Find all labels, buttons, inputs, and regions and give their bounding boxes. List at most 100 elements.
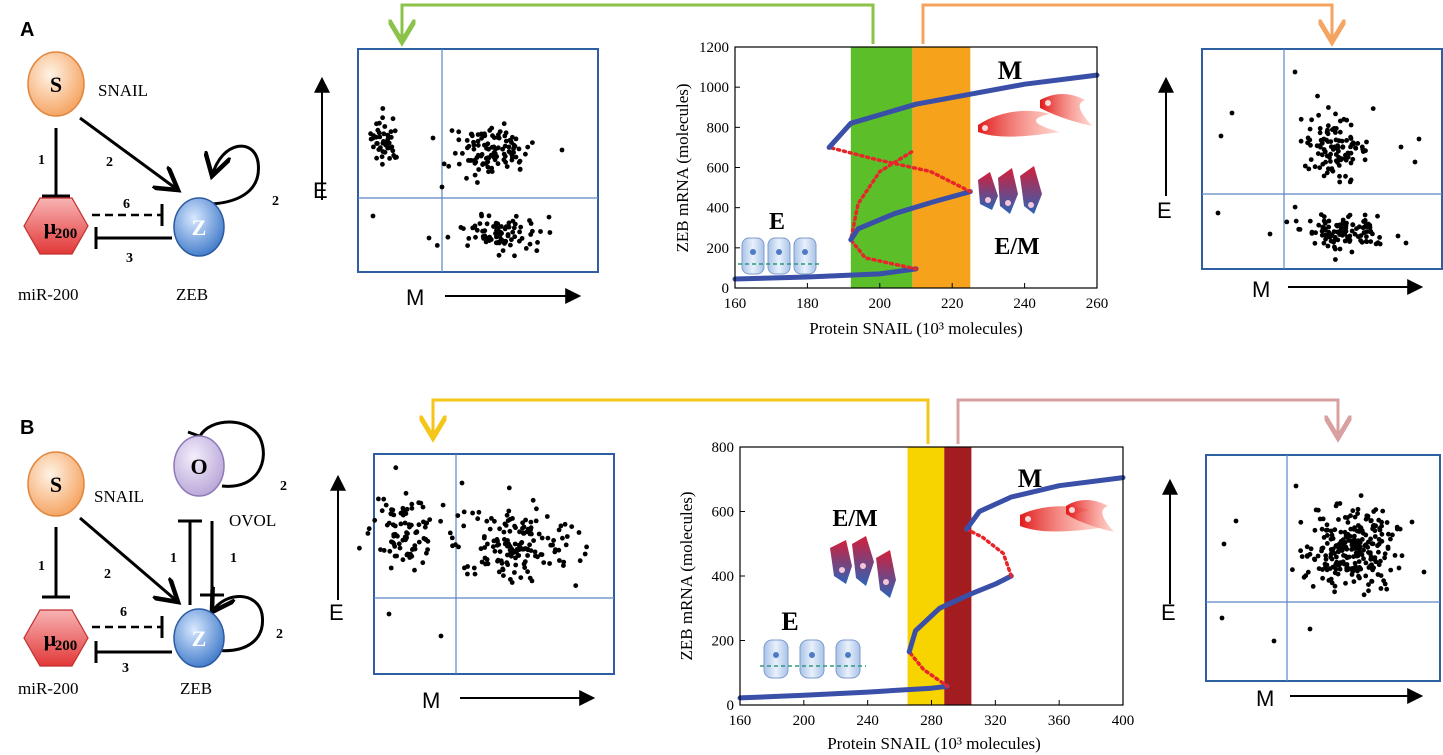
cell-dot [1324,541,1330,546]
cell-dot [1342,540,1347,546]
cell-dot [523,517,528,523]
scatter-frame [373,453,615,675]
x-tick-label: 200 [869,296,892,312]
cell-dot [1367,551,1373,557]
cell-dot [520,530,526,536]
cell-dot [500,146,505,152]
cell-dot [397,545,403,551]
cell-dot [1388,567,1394,573]
cell-dot [1355,141,1361,146]
series-unstable-1 [907,650,950,689]
cell-dot [441,161,447,167]
y-tick-label: 200 [707,241,730,257]
bifurcation-chart-b: 160 200 240 280 320 360 400 0 200 400 600 800 Prote… [677,440,1134,753]
cell-dot [1319,526,1325,532]
cell-dot [577,558,583,564]
cell-dot [529,578,535,584]
cell-dot [486,169,491,175]
cell-dot [1330,168,1336,174]
cell-dot [1363,573,1369,579]
cell-dot [1305,569,1311,575]
hybrid-cell-illustration [830,536,896,598]
cell-dot [1221,541,1227,547]
cell-dot [371,144,376,150]
cell-dot [1350,508,1356,514]
cell-dot [1271,638,1277,644]
cell-dot [392,531,398,537]
cell-dot [1382,555,1387,561]
cell-dot [495,145,501,151]
cell-dot [480,228,485,234]
cell-dot [505,518,511,523]
cell-dot [471,146,477,152]
y-tick-label: 400 [712,569,735,585]
cell-dot [385,145,391,151]
cell-dot [1416,136,1422,142]
cell-dot [1315,553,1321,559]
cell-dot [477,221,483,227]
cell-dot [410,546,416,552]
cell-dot [1290,567,1295,573]
cell-dot [1368,229,1374,234]
cell-dot [1344,546,1350,552]
cell-dot [523,151,528,157]
cell-dot [525,547,531,553]
cell-dot [467,158,473,163]
cell-dot [556,527,562,533]
cell-dot [1341,116,1347,122]
cell-dot [1359,239,1365,245]
y-tick-label: 800 [707,120,730,136]
cell-dot [1337,173,1342,179]
cell-dot [404,530,409,535]
edge-num-3: 3 [122,661,129,676]
cell-dot [561,559,567,565]
cell-dot [1332,246,1338,252]
cell-dot [1396,565,1402,571]
edge-num-2: 2 [106,155,113,170]
node-mir200 [23,609,89,667]
cell-dot [456,137,462,143]
cell-dot [396,541,402,547]
cell-dot [1344,534,1350,540]
cell-dot [460,151,465,156]
cell-dot [512,253,517,259]
cell-dot [404,535,409,541]
cell-dot [1316,112,1321,118]
cell-dot [1338,529,1344,535]
cell-dot [1372,528,1378,534]
cell-dot [1329,580,1335,586]
cell-dot [490,133,495,139]
cell-dot [1355,553,1361,559]
cell-dot [479,559,485,565]
cell-dot [1308,157,1314,163]
cell-dot [372,517,378,523]
cell-dot [1324,522,1330,528]
cell-dot [1350,222,1356,228]
cell-dot [1307,626,1313,632]
cell-dot [409,501,415,507]
cell-dot [357,545,362,551]
state-label-m: M [998,56,1023,85]
cell-dot [1326,218,1332,224]
cell-dot [1358,525,1364,531]
cell-dot [569,524,575,529]
cell-dot [497,526,502,532]
cell-dot [1348,513,1353,519]
scatter-points [368,106,565,259]
cell-dot [1323,232,1328,238]
cell-dot [1421,569,1427,575]
cell-dot [1337,179,1343,185]
cell-dot [1352,560,1358,566]
cell-dot [512,541,518,547]
cell-dot [1337,129,1343,135]
cell-dot [1380,508,1386,514]
scatter-b-left: E M [329,453,615,713]
x-tick-label: 280 [920,713,943,729]
cell-dot [1317,516,1323,522]
cell-dot [489,165,495,171]
x-tick-label: 220 [941,296,964,312]
cell-dot [366,526,372,532]
cell-dot [400,557,406,563]
state-label-em: E/M [832,506,877,532]
